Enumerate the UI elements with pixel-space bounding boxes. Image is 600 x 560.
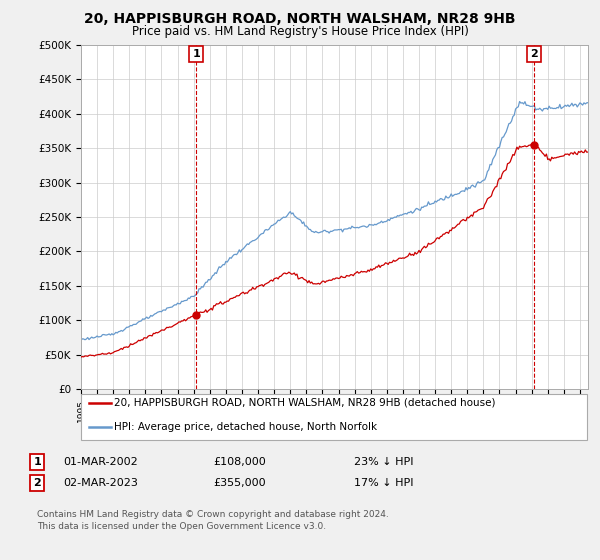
Text: 1: 1 (193, 49, 200, 59)
Text: 02-MAR-2023: 02-MAR-2023 (63, 478, 138, 488)
Text: Contains HM Land Registry data © Crown copyright and database right 2024.: Contains HM Land Registry data © Crown c… (37, 510, 389, 519)
Text: 17% ↓ HPI: 17% ↓ HPI (354, 478, 413, 488)
Text: 1: 1 (34, 457, 41, 467)
Text: 2: 2 (34, 478, 41, 488)
Text: 20, HAPPISBURGH ROAD, NORTH WALSHAM, NR28 9HB (detached house): 20, HAPPISBURGH ROAD, NORTH WALSHAM, NR2… (114, 398, 496, 408)
Text: HPI: Average price, detached house, North Norfolk: HPI: Average price, detached house, Nort… (114, 422, 377, 432)
Text: This data is licensed under the Open Government Licence v3.0.: This data is licensed under the Open Gov… (37, 522, 326, 531)
Text: £355,000: £355,000 (213, 478, 266, 488)
Text: 20, HAPPISBURGH ROAD, NORTH WALSHAM, NR28 9HB: 20, HAPPISBURGH ROAD, NORTH WALSHAM, NR2… (84, 12, 516, 26)
Text: 01-MAR-2002: 01-MAR-2002 (63, 457, 138, 467)
Text: 2: 2 (530, 49, 538, 59)
Text: 23% ↓ HPI: 23% ↓ HPI (354, 457, 413, 467)
Text: Price paid vs. HM Land Registry's House Price Index (HPI): Price paid vs. HM Land Registry's House … (131, 25, 469, 38)
Text: £108,000: £108,000 (213, 457, 266, 467)
